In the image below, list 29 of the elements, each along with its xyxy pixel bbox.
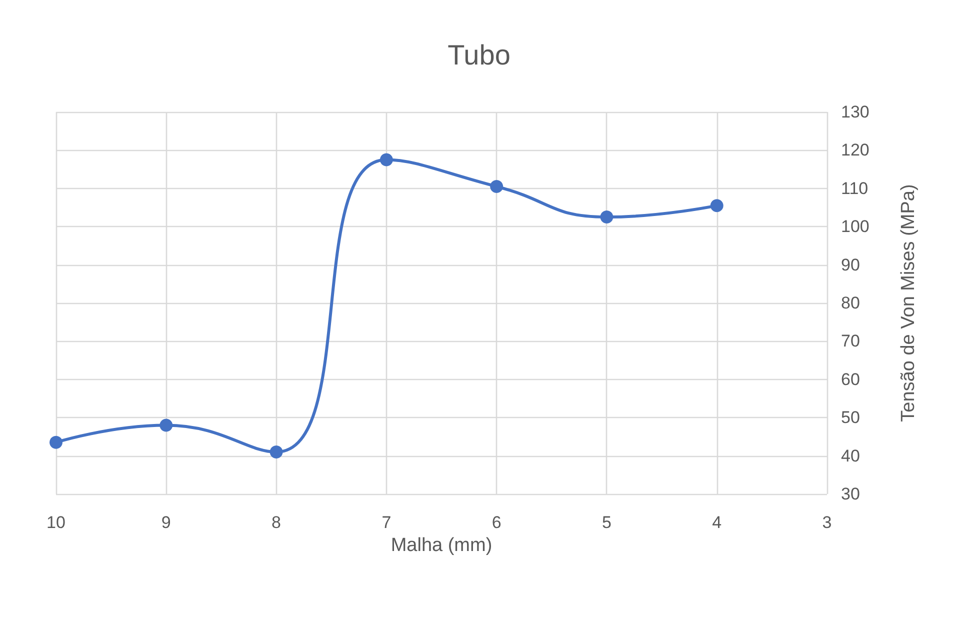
x-tick-label: 7 (382, 513, 392, 532)
x-tick-label: 6 (492, 513, 502, 532)
y-tick-label: 70 (841, 332, 860, 351)
x-tick-label: 9 (161, 513, 171, 532)
y-tick-label: 30 (841, 484, 860, 504)
point (270, 445, 283, 458)
y-tick-label: 50 (841, 408, 860, 428)
y-tick-label: 80 (841, 294, 860, 312)
y-axis-title: Tensão de Von Mises (MPa) (898, 184, 919, 422)
point (600, 210, 614, 224)
chart-title: Tubo (448, 40, 510, 70)
point (380, 153, 393, 166)
point (710, 199, 724, 212)
x-tick-label: 10 (46, 513, 66, 532)
y-tick-label: 110 (841, 178, 868, 198)
y-tick-label: 90 (841, 255, 860, 274)
point (490, 180, 504, 193)
point (50, 436, 62, 449)
x-tick-label: 8 (272, 513, 282, 532)
x-tick-label: 3 (822, 513, 832, 532)
point (160, 418, 173, 432)
y-tick-label: 60 (841, 370, 860, 389)
y-tick-label: 120 (841, 140, 870, 160)
x-tick-label: 4 (712, 513, 722, 532)
y-tick-label: 100 (841, 217, 870, 236)
x-axis-title: Malha (mm) (390, 535, 492, 556)
y-tick-label: 130 (841, 102, 870, 122)
x-tick-label: 5 (602, 513, 612, 532)
y-tick-label: 40 (841, 446, 860, 466)
